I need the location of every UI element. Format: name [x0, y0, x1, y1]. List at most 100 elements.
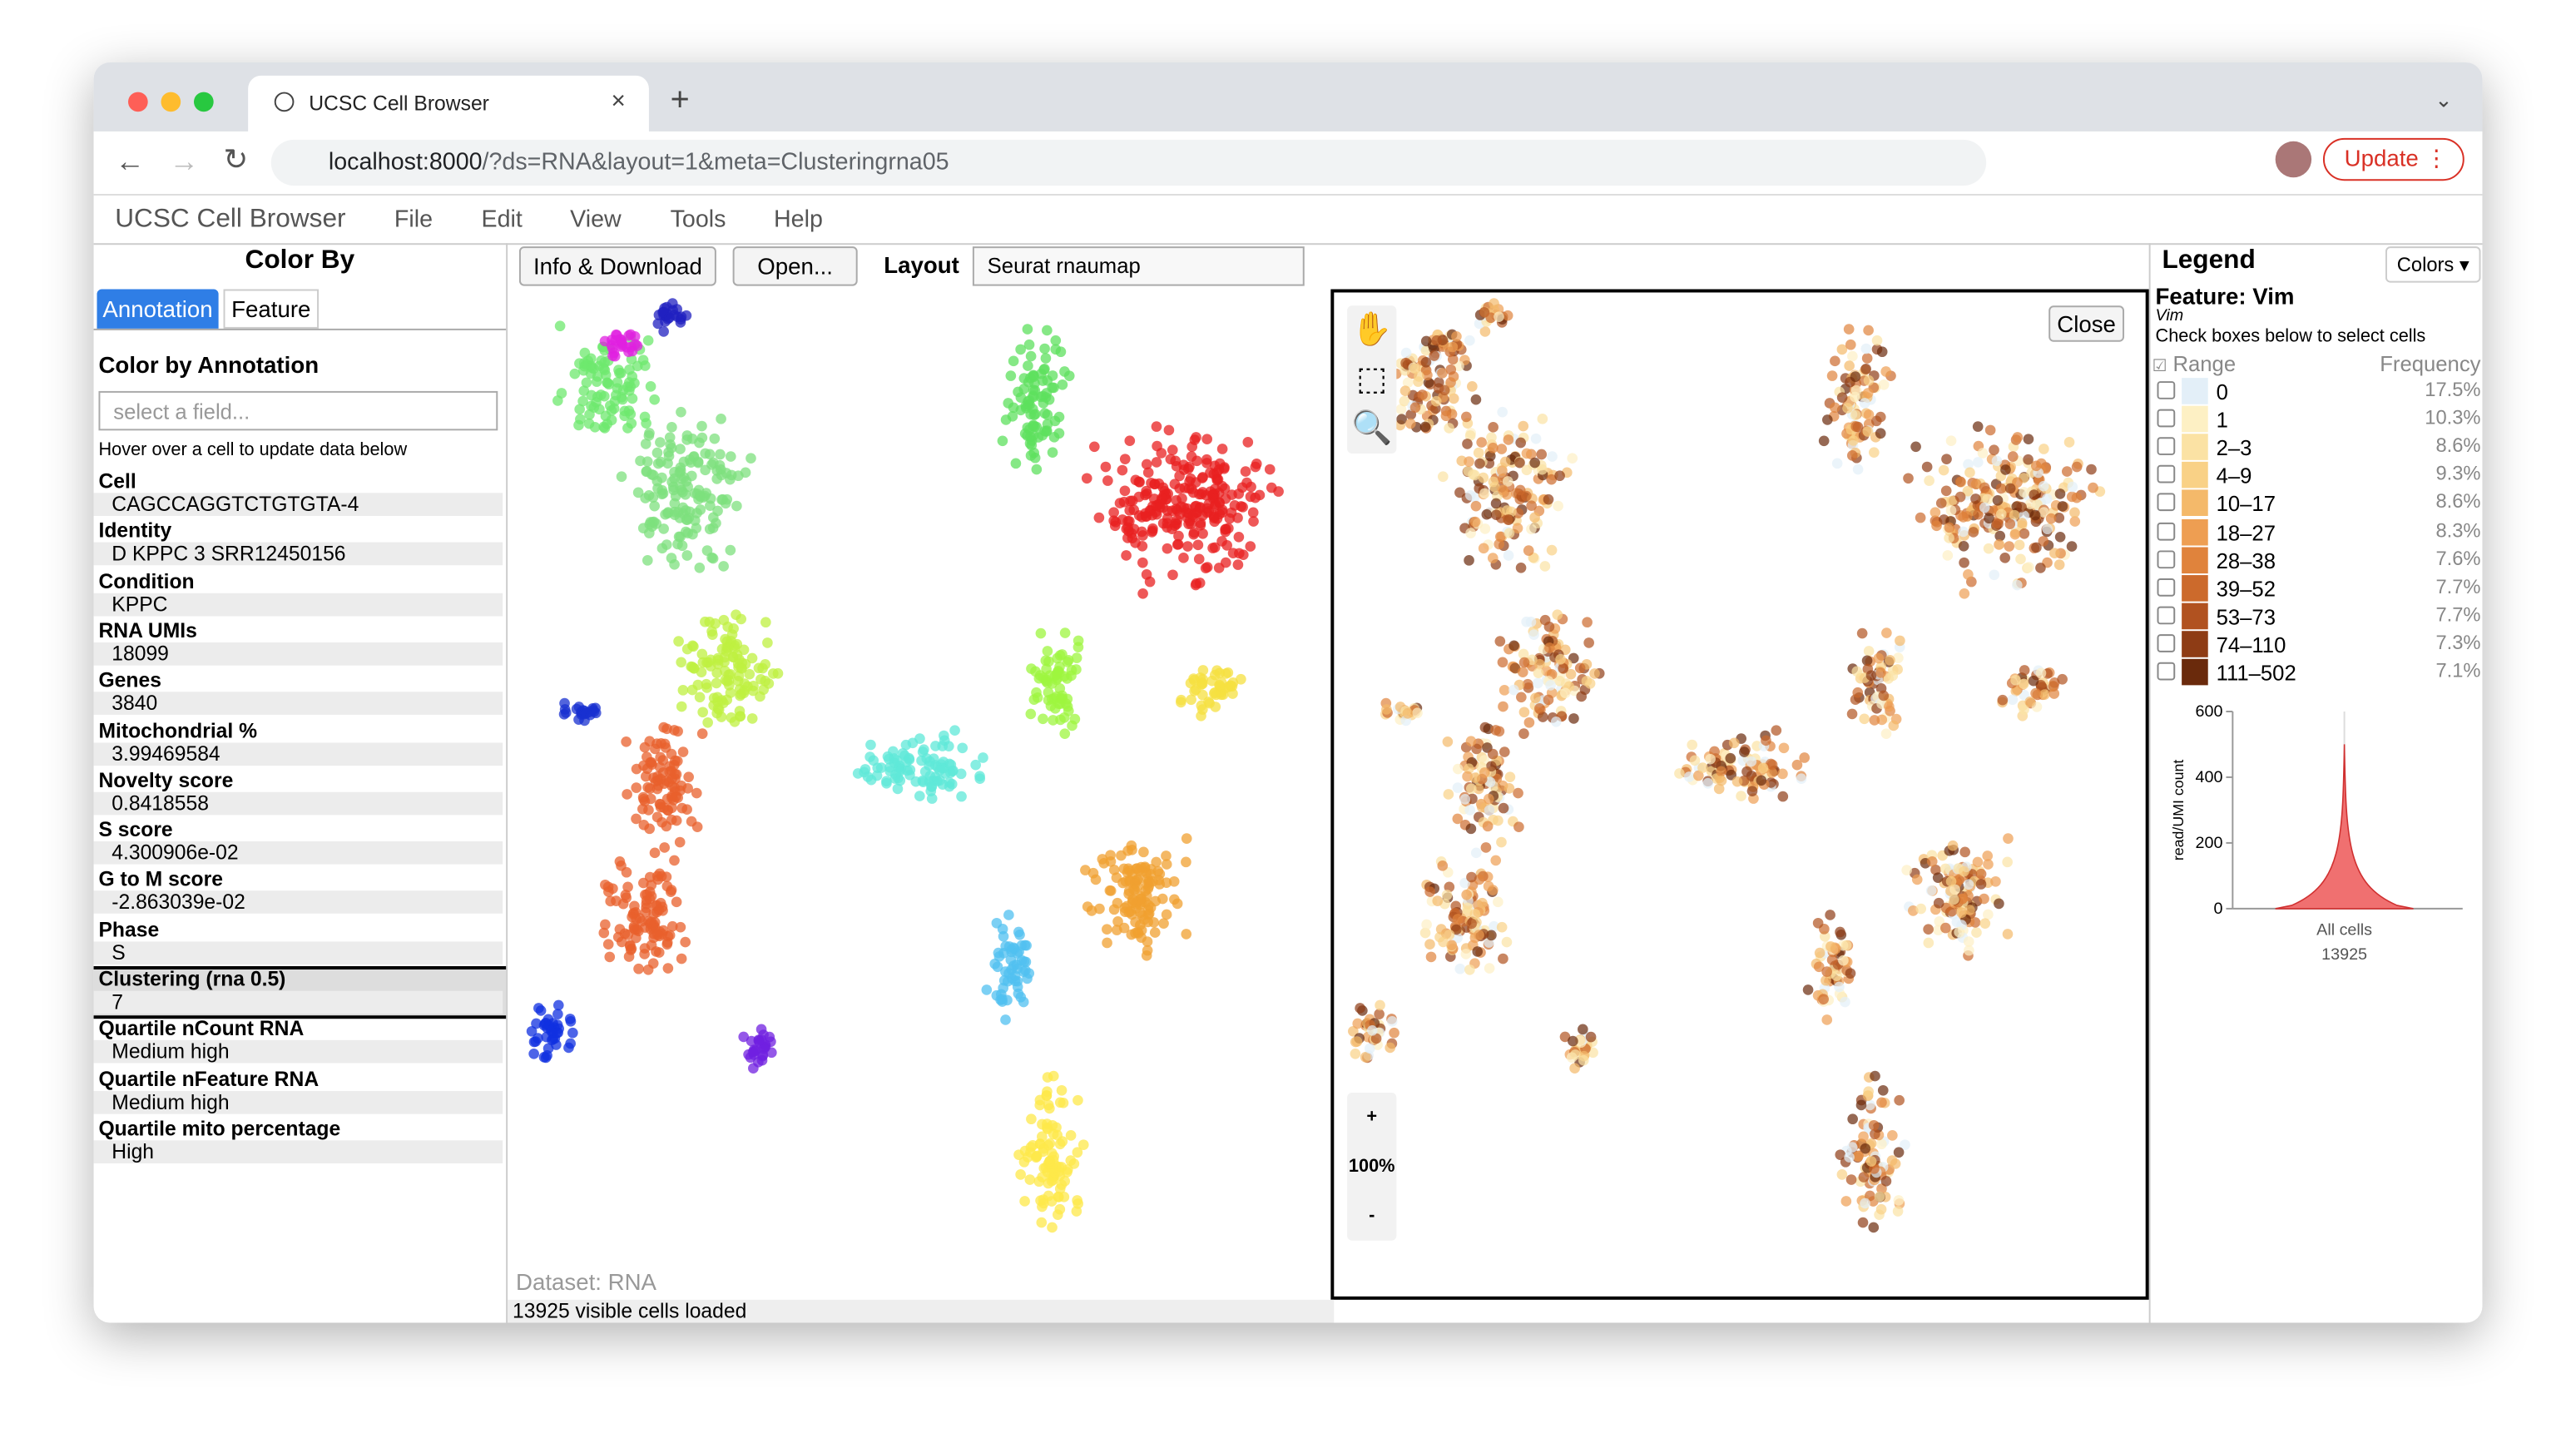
cell-dot	[702, 717, 713, 728]
cell-dot	[1494, 636, 1506, 647]
cell-dot	[644, 736, 656, 747]
menu-item[interactable]: View	[570, 206, 622, 234]
select-tool[interactable]: ⬚	[1356, 361, 1388, 398]
cell-dot	[1134, 907, 1146, 919]
cell-dot	[675, 444, 686, 454]
tab[interactable]	[248, 75, 649, 131]
row-checkbox[interactable]	[2157, 549, 2176, 568]
cell-dot	[1247, 507, 1259, 518]
cell-dot	[1532, 677, 1543, 689]
cell-dot	[1141, 569, 1152, 580]
reload[interactable]: ↻	[223, 142, 249, 176]
cell-dot	[662, 805, 674, 816]
update-button[interactable]: Update ⋮	[2322, 137, 2465, 181]
pan-tool[interactable]: ✋	[1351, 312, 1393, 349]
menu-item[interactable]: File	[394, 206, 433, 234]
cell-dot	[894, 775, 906, 786]
menu-item[interactable]: Help	[773, 206, 823, 234]
field-value: 18099	[93, 642, 503, 666]
cell-dot	[610, 335, 621, 346]
cell-dot	[707, 629, 718, 640]
cell-dot	[1437, 368, 1448, 379]
cell-dot	[680, 936, 691, 948]
zoom-out[interactable]: -	[1369, 1206, 1375, 1226]
cell-dot	[1059, 728, 1071, 739]
cell-dot	[667, 481, 679, 493]
field-value: D KPPC 3 SRR12450156	[93, 543, 503, 566]
freq-label: 7.3%	[2435, 630, 2481, 654]
close-dot[interactable]	[128, 92, 148, 112]
freq-header: Frequency	[2380, 351, 2481, 377]
row-checkbox[interactable]	[2157, 493, 2176, 512]
layout-select[interactable]: Seurat rnaumap	[972, 246, 1305, 286]
cell-dot	[1396, 414, 1407, 425]
cell-dot	[1171, 494, 1182, 506]
field-label: Genes	[98, 668, 161, 692]
zoom-tool[interactable]: 🔍	[1351, 410, 1393, 448]
avatar[interactable]	[2275, 141, 2312, 178]
info-button[interactable]: Info & Download	[518, 246, 716, 286]
row-checkbox[interactable]	[2157, 381, 2176, 399]
cell-dot	[1452, 914, 1464, 925]
cell-dot	[1124, 505, 1136, 516]
cell-dot	[1232, 559, 1244, 570]
minimize-dot[interactable]	[161, 92, 181, 112]
zoom-in[interactable]: +	[1366, 1107, 1378, 1128]
colors-button[interactable]: Colors ▾	[2385, 246, 2481, 283]
cell-dot	[1071, 1206, 1082, 1217]
cell-dot	[651, 783, 663, 795]
tab-menu[interactable]: ⌄	[2435, 87, 2453, 112]
cell-dot	[1201, 454, 1212, 465]
cell-dot	[1514, 457, 1525, 469]
zoom-dot[interactable]	[193, 92, 214, 112]
new-tab[interactable]: +	[670, 82, 690, 119]
cell-dot	[1039, 364, 1050, 374]
cell-dot	[1137, 557, 1148, 568]
cell-dot	[642, 964, 654, 975]
section-title: Color by Annotation	[98, 351, 320, 379]
row-checkbox[interactable]	[2157, 465, 2176, 484]
row-checkbox[interactable]	[2157, 578, 2176, 597]
cell-dot	[1119, 454, 1131, 464]
tab-feature[interactable]: Feature	[223, 289, 320, 329]
cell-dot	[1713, 783, 1725, 795]
cell-dot	[1465, 736, 1477, 747]
cell-dot	[652, 458, 664, 469]
close-button[interactable]: Close	[2048, 305, 2125, 342]
cell-dot	[1400, 357, 1411, 369]
cell-dot	[629, 330, 641, 342]
open-button[interactable]: Open...	[732, 246, 858, 286]
cell-dot	[651, 946, 661, 957]
tab-close[interactable]: ×	[611, 87, 626, 116]
cell-dot	[645, 918, 656, 930]
cell-dot	[1473, 447, 1484, 459]
cell-dot	[1114, 498, 1126, 508]
back[interactable]: ←	[115, 144, 145, 178]
cell-dot	[1162, 543, 1173, 554]
field-select[interactable]: select a field...	[98, 390, 498, 431]
row-checkbox[interactable]	[2157, 606, 2176, 624]
cell-dot	[1149, 927, 1161, 938]
row-checkbox[interactable]	[2157, 521, 2176, 540]
cell-dot	[744, 668, 755, 680]
row-checkbox[interactable]	[2157, 437, 2176, 456]
tab-annotation[interactable]: Annotation	[97, 289, 219, 329]
cell-dot	[1757, 762, 1769, 774]
menu-item[interactable]: Edit	[481, 206, 523, 234]
row-checkbox[interactable]	[2157, 409, 2176, 428]
browser-window: UCSC Cell Browser × + ⌄ ← → ↻ localhost:…	[93, 62, 2483, 1323]
cell-dot	[649, 500, 660, 512]
cell-dot	[767, 668, 779, 679]
cell-dot	[753, 662, 765, 674]
cell-dot	[1213, 563, 1225, 573]
row-checkbox[interactable]	[2157, 633, 2176, 652]
row-checkbox[interactable]	[2157, 662, 2176, 681]
cell-dot	[1464, 430, 1476, 441]
cell-dot	[1419, 421, 1431, 433]
cell-dot	[1444, 929, 1455, 940]
menu-item[interactable]: Tools	[670, 206, 726, 234]
forward[interactable]: →	[169, 144, 199, 178]
address-bar[interactable]	[270, 139, 1987, 186]
cell-dot	[1871, 335, 1883, 346]
cell-dot	[632, 360, 643, 372]
